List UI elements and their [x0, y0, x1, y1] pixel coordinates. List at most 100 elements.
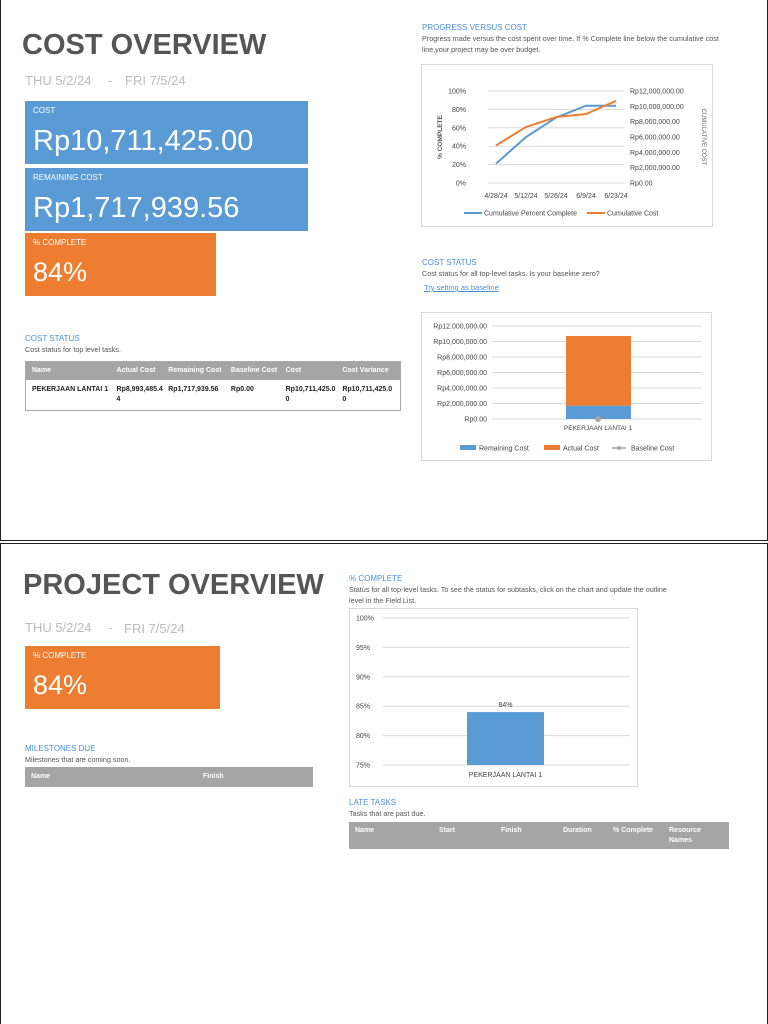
table-row: PEKERJAAN LANTAI 1 Rp8,993,485.44 Rp1,71… [26, 380, 400, 410]
percent-complete-card: % COMPLETE 84% [25, 646, 220, 709]
cost-status-chart-title: COST STATUS [422, 258, 477, 267]
y-tick-label: 85% [356, 704, 370, 711]
x-tick-label: 5/12/24 [514, 193, 537, 200]
percent-chart-desc: Status for all top-level tasks. To see t… [349, 585, 667, 605]
legend-label: Baseline Cost [631, 446, 674, 453]
y-tick-label: Rp6,000,000.00 [437, 370, 487, 377]
table-header: Name Finish [25, 767, 313, 787]
legend-label: Actual Cost [563, 446, 599, 453]
y-tick-label: 20% [452, 162, 466, 169]
milestones-desc: Milestones that are coming soon. [25, 755, 131, 764]
x-tick-label: 6/9/24 [576, 193, 596, 200]
x-tick-label: 5/26/24 [544, 193, 567, 200]
col-name: Name [355, 827, 375, 834]
percent-complete-label: % COMPLETE [33, 651, 87, 660]
y-tick-label: 75% [356, 763, 370, 770]
progress-chart[interactable]: 0% 20% 40% 60% 80% 100% Rp0.00 Rp2,000,000.00 Rp… [421, 64, 713, 227]
start-date: THU 5/2/24 [25, 73, 92, 88]
y-tick-label: Rp8,000,000.00 [437, 355, 487, 362]
col-start: Start [439, 827, 455, 834]
percent-chart-title: % COMPLETE [349, 574, 403, 583]
remaining-cost-value: Rp1,717,939.56 [33, 192, 240, 224]
date-separator: - [108, 73, 113, 88]
y2-tick-label: Rp12,000,000.00 [630, 89, 684, 96]
legend-swatch [544, 445, 560, 450]
percent-complete-label: % COMPLETE [33, 238, 87, 247]
percent-complete-value: 84% [33, 670, 88, 700]
col-remaining-cost: Remaining Cost [168, 367, 222, 374]
progress-title: PROGRESS VERSUS COST [422, 23, 527, 32]
percent-complete-chart[interactable]: 75% 80% 85% 90% 95% 100% 84% PEKERJAAN LANTAI 1 [349, 608, 638, 787]
cost-status-chart-svg: Rp0.00 Rp2,000,000.00 Rp4,000,000.00 Rp6,00… [433, 324, 702, 453]
remaining-cost-label: REMAINING COST [33, 173, 103, 182]
page-title: COST OVERVIEW [22, 29, 267, 61]
y-tick-label: Rp2,000,000.00 [437, 401, 487, 408]
cost-status-chart-desc: Cost status for all top-level tasks. Is … [422, 269, 600, 278]
table-header: Name Actual Cost Remaining Cost Baseline… [26, 362, 400, 380]
y2-tick-label: Rp0.00 [630, 181, 653, 188]
set-baseline-link[interactable]: Try setting as baseline [424, 283, 499, 292]
remaining-cost-card: REMAINING COST Rp1,717,939.56 [25, 168, 308, 231]
y-tick-label: 90% [356, 674, 370, 681]
col-finish: Finish [203, 773, 224, 780]
y-tick-label: 100% [356, 616, 374, 623]
data-label: 84% [498, 702, 512, 709]
table-header: Name Start Finish Duration % Complete Re… [349, 822, 729, 849]
page-title-project: PROJECT OVERVIEW [23, 569, 324, 601]
y2-tick-label: Rp4,000,000.00 [630, 150, 680, 157]
col-duration: Duration [563, 827, 592, 834]
cost-value: Rp10,711,425.00 [33, 125, 254, 157]
x-tick-label: PEKERJAAN LANTAI 1 [564, 425, 633, 432]
legend-swatch [460, 445, 476, 450]
col-cost: Cost [285, 367, 302, 374]
col-actual-cost: Actual Cost [116, 367, 156, 374]
cell: PEKERJAAN LANTAI 1 [32, 386, 109, 393]
legend-label: Remaining Cost [479, 446, 529, 453]
x-tick-label: 6/23/24 [604, 193, 627, 200]
date-separator: - [108, 620, 113, 635]
late-tasks-desc: Tasks that are past due. [349, 809, 426, 818]
col-baseline-cost: Baseline Cost [230, 367, 278, 374]
y-tick-label: 40% [452, 144, 466, 151]
cost-label: COST [33, 106, 56, 115]
cost-status-chart[interactable]: Rp0.00 Rp2,000,000.00 Rp4,000,000.00 Rp6,00… [421, 312, 712, 461]
x-tick-label: 4/28/24 [484, 193, 507, 200]
milestones-table: Name Finish [25, 767, 313, 787]
col-finish: Finish [501, 827, 522, 834]
cost-card: COST Rp10,711,425.00 [25, 101, 308, 164]
y-tick-label: 60% [452, 125, 466, 132]
cost-status-desc: Cost status for top level tasks. [25, 345, 121, 354]
col-name: Name [31, 773, 51, 780]
legend-label: Cumulative Cost [607, 211, 658, 218]
x-tick-label: PEKERJAAN LANTAI 1 [469, 772, 543, 779]
legend-marker [617, 446, 621, 450]
cell: Rp10,711,425.00 [342, 386, 393, 403]
y-axis-label: % COMPLETE [437, 114, 444, 158]
y2-tick-label: Rp2,000,000.00 [630, 165, 680, 172]
percent-complete-value: 84% [33, 257, 88, 287]
cell: Rp0.00 [230, 386, 254, 393]
col-cost-variance: Cost Variance [342, 367, 389, 374]
bar [467, 712, 544, 765]
end-date: FRI 7/5/24 [124, 621, 185, 636]
cell: Rp1,717,939.56 [168, 386, 219, 393]
milestones-title: MILESTONES DUE [25, 744, 96, 753]
y-tick-label: 95% [356, 645, 370, 652]
y2-tick-label: Rp6,000,000.00 [630, 135, 680, 142]
y-tick-label: 0% [456, 181, 466, 188]
col-resource-names: Resource Names [669, 827, 701, 844]
series-line [495, 99, 617, 147]
y-tick-label: Rp10,000,000.00 [433, 339, 487, 346]
late-tasks-title: LATE TASKS [349, 798, 397, 807]
end-date: FRI 7/5/24 [125, 73, 186, 88]
cost-status-title: COST STATUS [25, 334, 80, 343]
y2-axis-label: CUMULATIVE COST [700, 109, 706, 166]
progress-chart-svg: 0% 20% 40% 60% 80% 100% Rp0.00 Rp2,000,000.00 Rp… [437, 89, 706, 218]
cell: Rp8,993,485.44 [116, 386, 163, 403]
progress-desc: Progress made versus the cost spent over… [422, 34, 719, 54]
y-tick-label: 80% [452, 107, 466, 114]
bar-segment [566, 405, 631, 419]
percent-complete-card: % COMPLETE 84% [25, 233, 216, 296]
y-tick-label: 100% [448, 89, 466, 96]
bar-segment [566, 335, 631, 406]
